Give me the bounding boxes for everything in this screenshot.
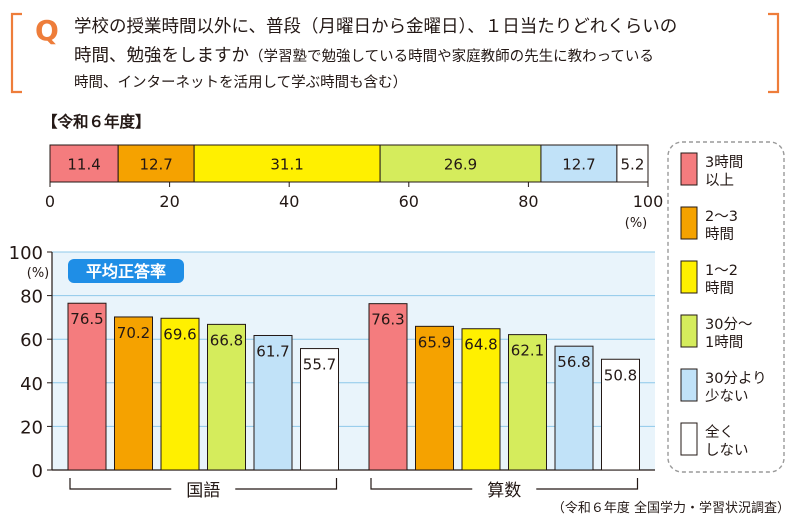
legend-label: 30分～ — [705, 316, 752, 333]
svg-text:時間、勉強をしますか（学習塾で勉強している時間や家庭教師の先: 時間、勉強をしますか（学習塾で勉強している時間や家庭教師の先生に教わっている — [74, 46, 654, 66]
stacked-value-label: 12.7 — [139, 156, 172, 174]
stacked-bar-chart: 11.4 12.7 31.1 26.9 12.7 5.2 0 20 40 60 80 100 (%) — [45, 144, 664, 231]
left-bracket — [10, 12, 22, 94]
group-label-bg — [472, 479, 537, 499]
stacked-title: 【令和６年度】 — [42, 112, 151, 131]
legend-label: 時間 — [705, 226, 734, 243]
score-value-label: 56.8 — [557, 353, 590, 371]
question-line-2: 時間、勉強をしますか — [74, 46, 249, 66]
stacked-unit: (%) — [625, 216, 648, 231]
score-value-label: 65.9 — [418, 333, 451, 351]
legend-label: 1時間 — [705, 334, 743, 351]
score-value-label: 76.3 — [371, 311, 404, 329]
legend-label: 30分より — [705, 370, 767, 387]
score-value-label: 55.7 — [303, 356, 336, 374]
average-score-badge: 平均正答率 — [68, 259, 184, 283]
y-tick-label: 20 — [20, 417, 43, 438]
stacked-tick-label: 0 — [45, 192, 55, 211]
score-value-label: 70.2 — [117, 324, 150, 342]
legend-label: 時間 — [705, 280, 734, 297]
y-tick-label: 0 — [32, 461, 43, 482]
score-value-label: 64.8 — [464, 336, 497, 354]
legend-swatch — [680, 152, 698, 186]
legend-swatch — [680, 314, 698, 348]
score-bar — [415, 325, 454, 471]
legend-swatch — [680, 368, 698, 402]
score-bar — [253, 334, 293, 471]
stacked-value-label: 11.4 — [67, 156, 100, 174]
legend-swatch — [680, 422, 698, 456]
score-value-label: 66.8 — [210, 331, 243, 349]
score-value-label: 76.5 — [70, 310, 103, 328]
question-header: Q 学校の授業時間以外に、普段（月曜日から金曜日）、１日当たりどれくらいの 時間… — [10, 12, 780, 94]
stacked-segment — [616, 144, 649, 183]
question-note: （学習塾で勉強している時間や家庭教師の先生に教わっている — [249, 48, 654, 65]
score-bar — [554, 345, 594, 471]
y-tick-label: 80 — [20, 287, 43, 308]
score-bar — [461, 328, 501, 471]
stacked-value-label: 26.9 — [444, 156, 477, 174]
stacked-segment — [193, 144, 381, 183]
legend-label: 以上 — [705, 172, 734, 189]
score-bar — [207, 323, 246, 471]
stacked-segment — [117, 144, 195, 183]
legend-swatch — [680, 260, 698, 294]
question-mark: Q — [35, 14, 59, 47]
grouped-bar-chart: 0 20 40 60 80 100 (%) 平均正答率 76.5 70.2 69.6 66.8 61.7… — [9, 243, 655, 501]
legend-swatch — [680, 206, 698, 240]
group-label: 国語 — [186, 481, 220, 501]
group-label: 算数 — [487, 481, 521, 501]
legend-label: 1～2 — [705, 263, 738, 279]
badge-background — [68, 259, 184, 283]
stacked-tick-label: 20 — [159, 192, 179, 211]
score-bar — [114, 316, 153, 471]
y-tick-label: 40 — [20, 374, 43, 395]
stacked-tick-label: 40 — [279, 192, 299, 211]
y-tick-label: 60 — [20, 330, 43, 351]
score-bar — [508, 334, 547, 471]
stacked-tick-label: 80 — [518, 192, 538, 211]
score-bar — [67, 302, 107, 471]
score-value-label: 69.6 — [163, 325, 196, 343]
right-bracket — [768, 12, 780, 94]
legend-label: 少ない — [705, 388, 749, 405]
y-unit: (%) — [27, 266, 50, 281]
question-line-3: 時間、インターネットを活用して学ぶ時間も含む） — [74, 74, 407, 91]
legend-label: 3時間 — [705, 154, 743, 171]
score-value-label: 62.1 — [511, 342, 544, 360]
source-note: （令和６年度 全国学力・学習状況調査） — [552, 500, 790, 516]
stacked-tick-label: 100 — [633, 192, 664, 211]
score-bar — [368, 303, 408, 471]
score-bar — [601, 358, 640, 471]
group-label-bg — [171, 479, 236, 499]
stacked-value-label: 5.2 — [621, 156, 645, 174]
score-bar — [160, 317, 200, 471]
score-value-label: 61.7 — [256, 342, 289, 360]
stacked-segment — [49, 144, 119, 183]
score-value-label: 50.8 — [604, 366, 637, 384]
stacked-tick-label: 60 — [399, 192, 419, 211]
y-tick-label: 100 — [9, 243, 43, 264]
score-bar — [300, 348, 339, 471]
stacked-value-label: 31.1 — [270, 156, 303, 174]
legend-label: 2～3 — [705, 209, 738, 225]
legend-label: 全く — [705, 423, 734, 441]
badge-label: 平均正答率 — [86, 262, 166, 281]
question-line-1: 学校の授業時間以外に、普段（月曜日から金曜日）、１日当たりどれくらいの — [74, 17, 677, 37]
legend-label: しない — [705, 442, 749, 459]
stacked-value-label: 12.7 — [562, 156, 595, 174]
